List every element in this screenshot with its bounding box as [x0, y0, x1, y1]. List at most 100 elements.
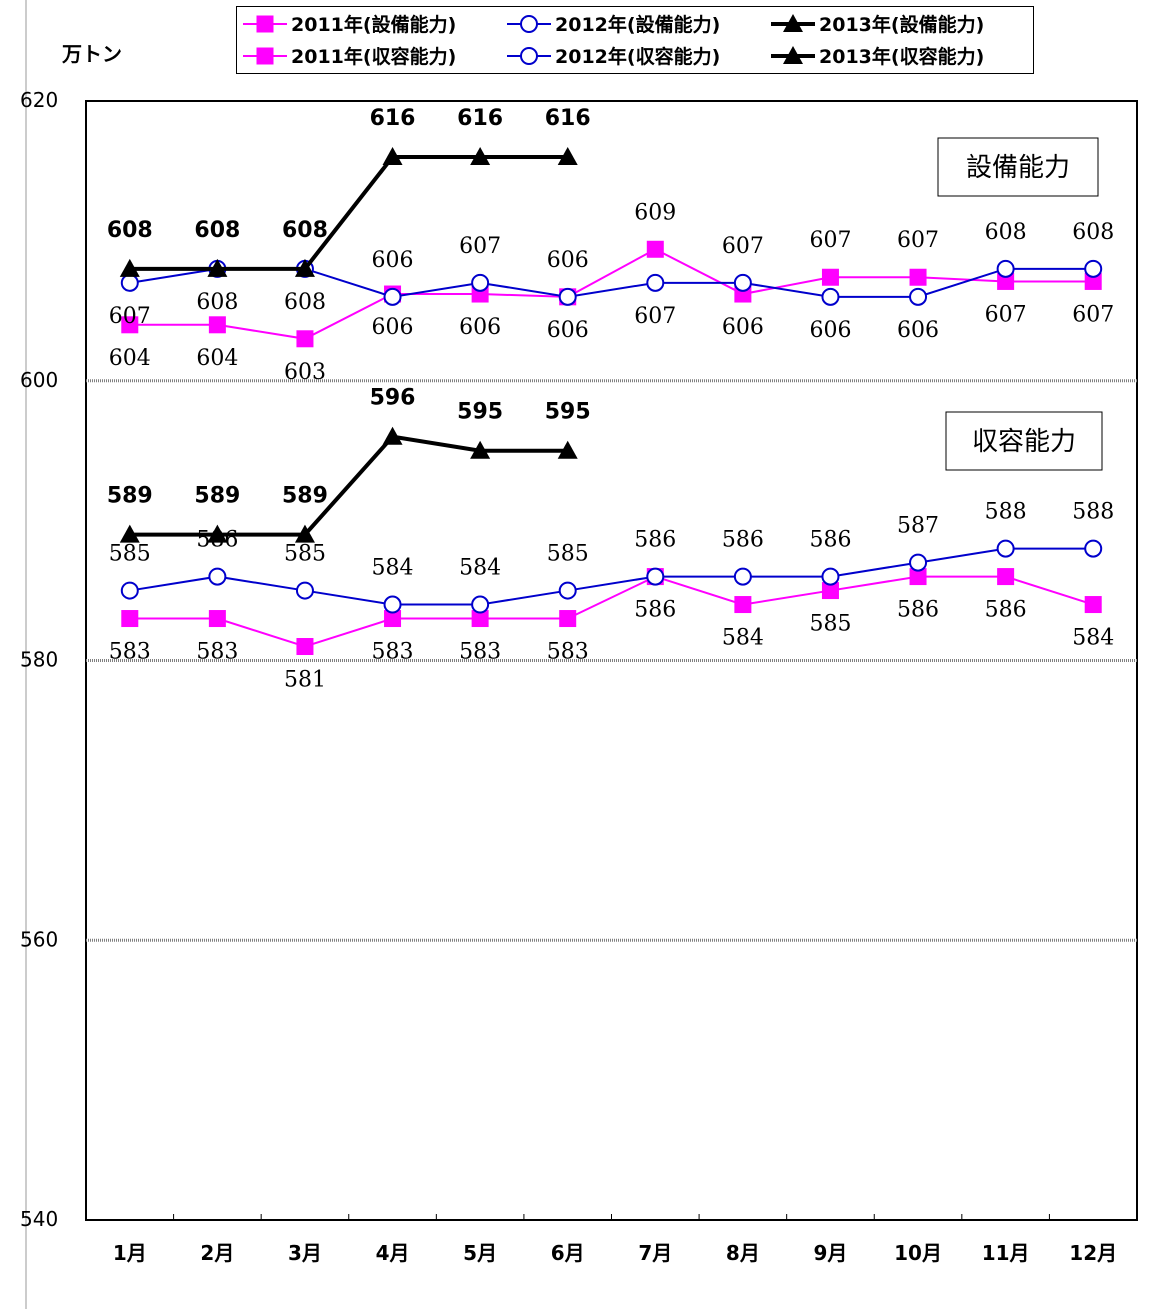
- x-tick-label: 2月: [200, 1241, 234, 1265]
- data-label-2012: 607: [722, 234, 764, 259]
- data-label-2011: 583: [372, 640, 414, 665]
- group-label-box: [945, 411, 1103, 471]
- data-label-2011: 603: [284, 360, 326, 385]
- data-label-2013: 616: [457, 106, 503, 131]
- data-point-2013: [382, 426, 403, 445]
- data-label-2011: 586: [897, 598, 939, 623]
- data-label-2012: 608: [985, 220, 1027, 245]
- data-point-2012: [821, 287, 840, 306]
- data-label-2011: 583: [109, 640, 151, 665]
- data-point-2013: [470, 146, 491, 165]
- y-tick-label: 540: [20, 1207, 58, 1231]
- data-point-2013: [470, 440, 491, 459]
- data-point-2013: [382, 146, 403, 165]
- data-label-2011: 583: [196, 640, 238, 665]
- data-point-2012: [558, 287, 577, 306]
- data-point-2013: [557, 146, 578, 165]
- group-label-box: [937, 137, 1099, 197]
- data-label-2013: 616: [370, 106, 416, 131]
- data-label-2012: 586: [634, 528, 676, 553]
- data-point-2012: [1084, 259, 1103, 278]
- data-point-2012: [996, 259, 1015, 278]
- data-point-2011: [296, 638, 314, 656]
- y-axis-unit-label: 万トン: [62, 42, 122, 66]
- data-point-2013: [119, 524, 140, 543]
- data-point-2011: [208, 316, 226, 334]
- data-label-2013: 595: [545, 400, 591, 425]
- data-label-2012: 584: [459, 556, 501, 581]
- data-label-2012: 608: [1072, 220, 1114, 245]
- data-label-2012: 607: [634, 304, 676, 329]
- data-point-2012: [471, 273, 490, 292]
- y-tick-label: 560: [20, 927, 58, 951]
- data-label-2012: 585: [547, 542, 589, 567]
- data-point-2013: [294, 258, 315, 277]
- data-label-2011: 604: [196, 346, 238, 371]
- data-point-2012: [1084, 539, 1103, 558]
- series-line-2011: [129, 575, 1094, 648]
- data-label-2012: 606: [547, 248, 589, 273]
- data-point-2012: [208, 567, 227, 586]
- legend-label: 2013年(収容能力): [819, 45, 984, 68]
- data-point-2012: [295, 581, 314, 600]
- data-label-2011: 581: [284, 668, 326, 693]
- x-tick-label: 7月: [638, 1241, 672, 1265]
- data-label-2012: 584: [372, 556, 414, 581]
- legend-marker-2013: [783, 14, 803, 32]
- data-point-2012: [646, 567, 665, 586]
- data-label-2012: 606: [897, 318, 939, 343]
- data-point-2011: [997, 568, 1015, 586]
- x-tick-label: 1月: [113, 1241, 147, 1265]
- x-tick-label: 8月: [726, 1241, 760, 1265]
- x-tick-label: 10月: [894, 1241, 942, 1265]
- data-point-2011: [121, 316, 139, 334]
- data-point-2012: [383, 287, 402, 306]
- data-label-2012: 586: [722, 528, 764, 553]
- legend-marker-2011: [256, 47, 274, 65]
- data-label-2013: 616: [545, 106, 591, 131]
- data-label-2013: 596: [370, 386, 416, 411]
- data-label-2012: 585: [109, 542, 151, 567]
- data-point-2012: [471, 595, 490, 614]
- x-tick-label: 5月: [463, 1241, 497, 1265]
- legend: 2011年(設備能力) 2012年(設備能力) 2013年(設備能力) 2011年(収…: [236, 6, 1034, 74]
- data-point-2011: [909, 268, 927, 286]
- data-point-2012: [909, 287, 928, 306]
- data-label-2011: 585: [809, 612, 851, 637]
- data-point-2011: [1084, 596, 1102, 614]
- legend-label: 2012年(設備能力): [555, 13, 720, 36]
- legend-label: 2011年(設備能力): [291, 13, 456, 36]
- x-tick-label: 6月: [551, 1241, 585, 1265]
- data-label-2011: 607: [897, 228, 939, 253]
- data-point-2011: [734, 596, 752, 614]
- data-point-2013: [207, 524, 228, 543]
- data-label-2012: 588: [985, 500, 1027, 525]
- x-tick-label: 3月: [288, 1241, 322, 1265]
- series-line-2012: [129, 547, 1094, 606]
- group-label: 設備能力: [966, 153, 1070, 183]
- legend-marker-2012: [520, 15, 538, 33]
- x-tick-label: 12月: [1069, 1241, 1117, 1265]
- data-point-2012: [996, 539, 1015, 558]
- series-line-2013: [129, 434, 568, 537]
- data-label-2011: 607: [985, 302, 1027, 327]
- data-point-2012: [646, 273, 665, 292]
- y-tick-label: 620: [20, 88, 58, 112]
- data-label-2013: 608: [194, 218, 240, 243]
- data-label-2011: 583: [459, 640, 501, 665]
- data-label-2011: 606: [547, 318, 589, 343]
- data-label-2012: 606: [372, 248, 414, 273]
- data-label-2011: 607: [1072, 302, 1114, 327]
- data-label-2011: 584: [722, 626, 764, 651]
- data-label-2012: 607: [459, 234, 501, 259]
- data-label-2011: 606: [459, 315, 501, 340]
- data-label-2012: 608: [196, 290, 238, 315]
- data-point-2011: [646, 240, 664, 258]
- data-label-2013: 608: [282, 218, 328, 243]
- data-label-2013: 589: [107, 484, 153, 509]
- data-point-2011: [821, 268, 839, 286]
- data-label-2012: 608: [284, 290, 326, 315]
- data-label-2012: 586: [809, 528, 851, 553]
